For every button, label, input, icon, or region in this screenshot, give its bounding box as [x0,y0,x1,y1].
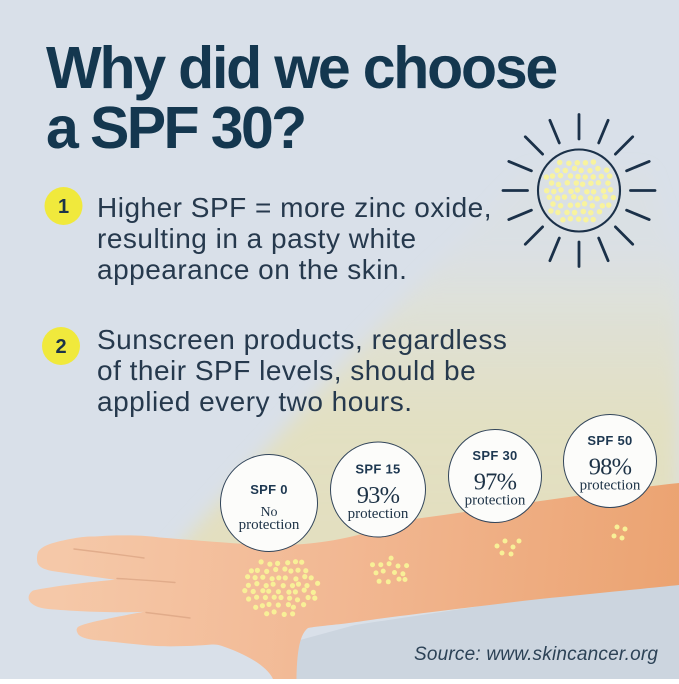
svg-text:of their SPF levels, should be: of their SPF levels, should be [97,355,476,386]
svg-text:93%: 93% [357,482,400,509]
svg-text:protection: protection [465,493,526,509]
svg-text:No: No [260,505,277,520]
svg-text:98%: 98% [589,454,632,481]
svg-text:2: 2 [55,336,66,358]
svg-text:SPF 50: SPF 50 [587,433,632,448]
svg-text:applied every two hours.: applied every two hours. [97,386,413,417]
svg-text:appearance on the skin.: appearance on the skin. [97,254,407,285]
svg-text:SPF 15: SPF 15 [355,462,400,477]
svg-text:protection: protection [348,506,409,522]
svg-text:97%: 97% [474,469,517,496]
svg-text:a SPF 30?: a SPF 30? [46,95,305,161]
svg-text:Sunscreen products, regardless: Sunscreen products, regardless [97,324,507,355]
svg-text:SPF 30: SPF 30 [472,448,517,463]
svg-text:Source: www.skincancer.org: Source: www.skincancer.org [414,644,658,665]
svg-text:protection: protection [239,517,300,533]
svg-text:Why did we choose: Why did we choose [46,35,556,101]
svg-text:SPF 0: SPF 0 [250,482,288,497]
svg-text:resulting in a pasty white: resulting in a pasty white [97,223,417,254]
svg-text:1: 1 [58,196,69,218]
svg-text:Higher SPF = more zinc oxide,: Higher SPF = more zinc oxide, [97,192,492,223]
svg-text:protection: protection [580,478,641,494]
